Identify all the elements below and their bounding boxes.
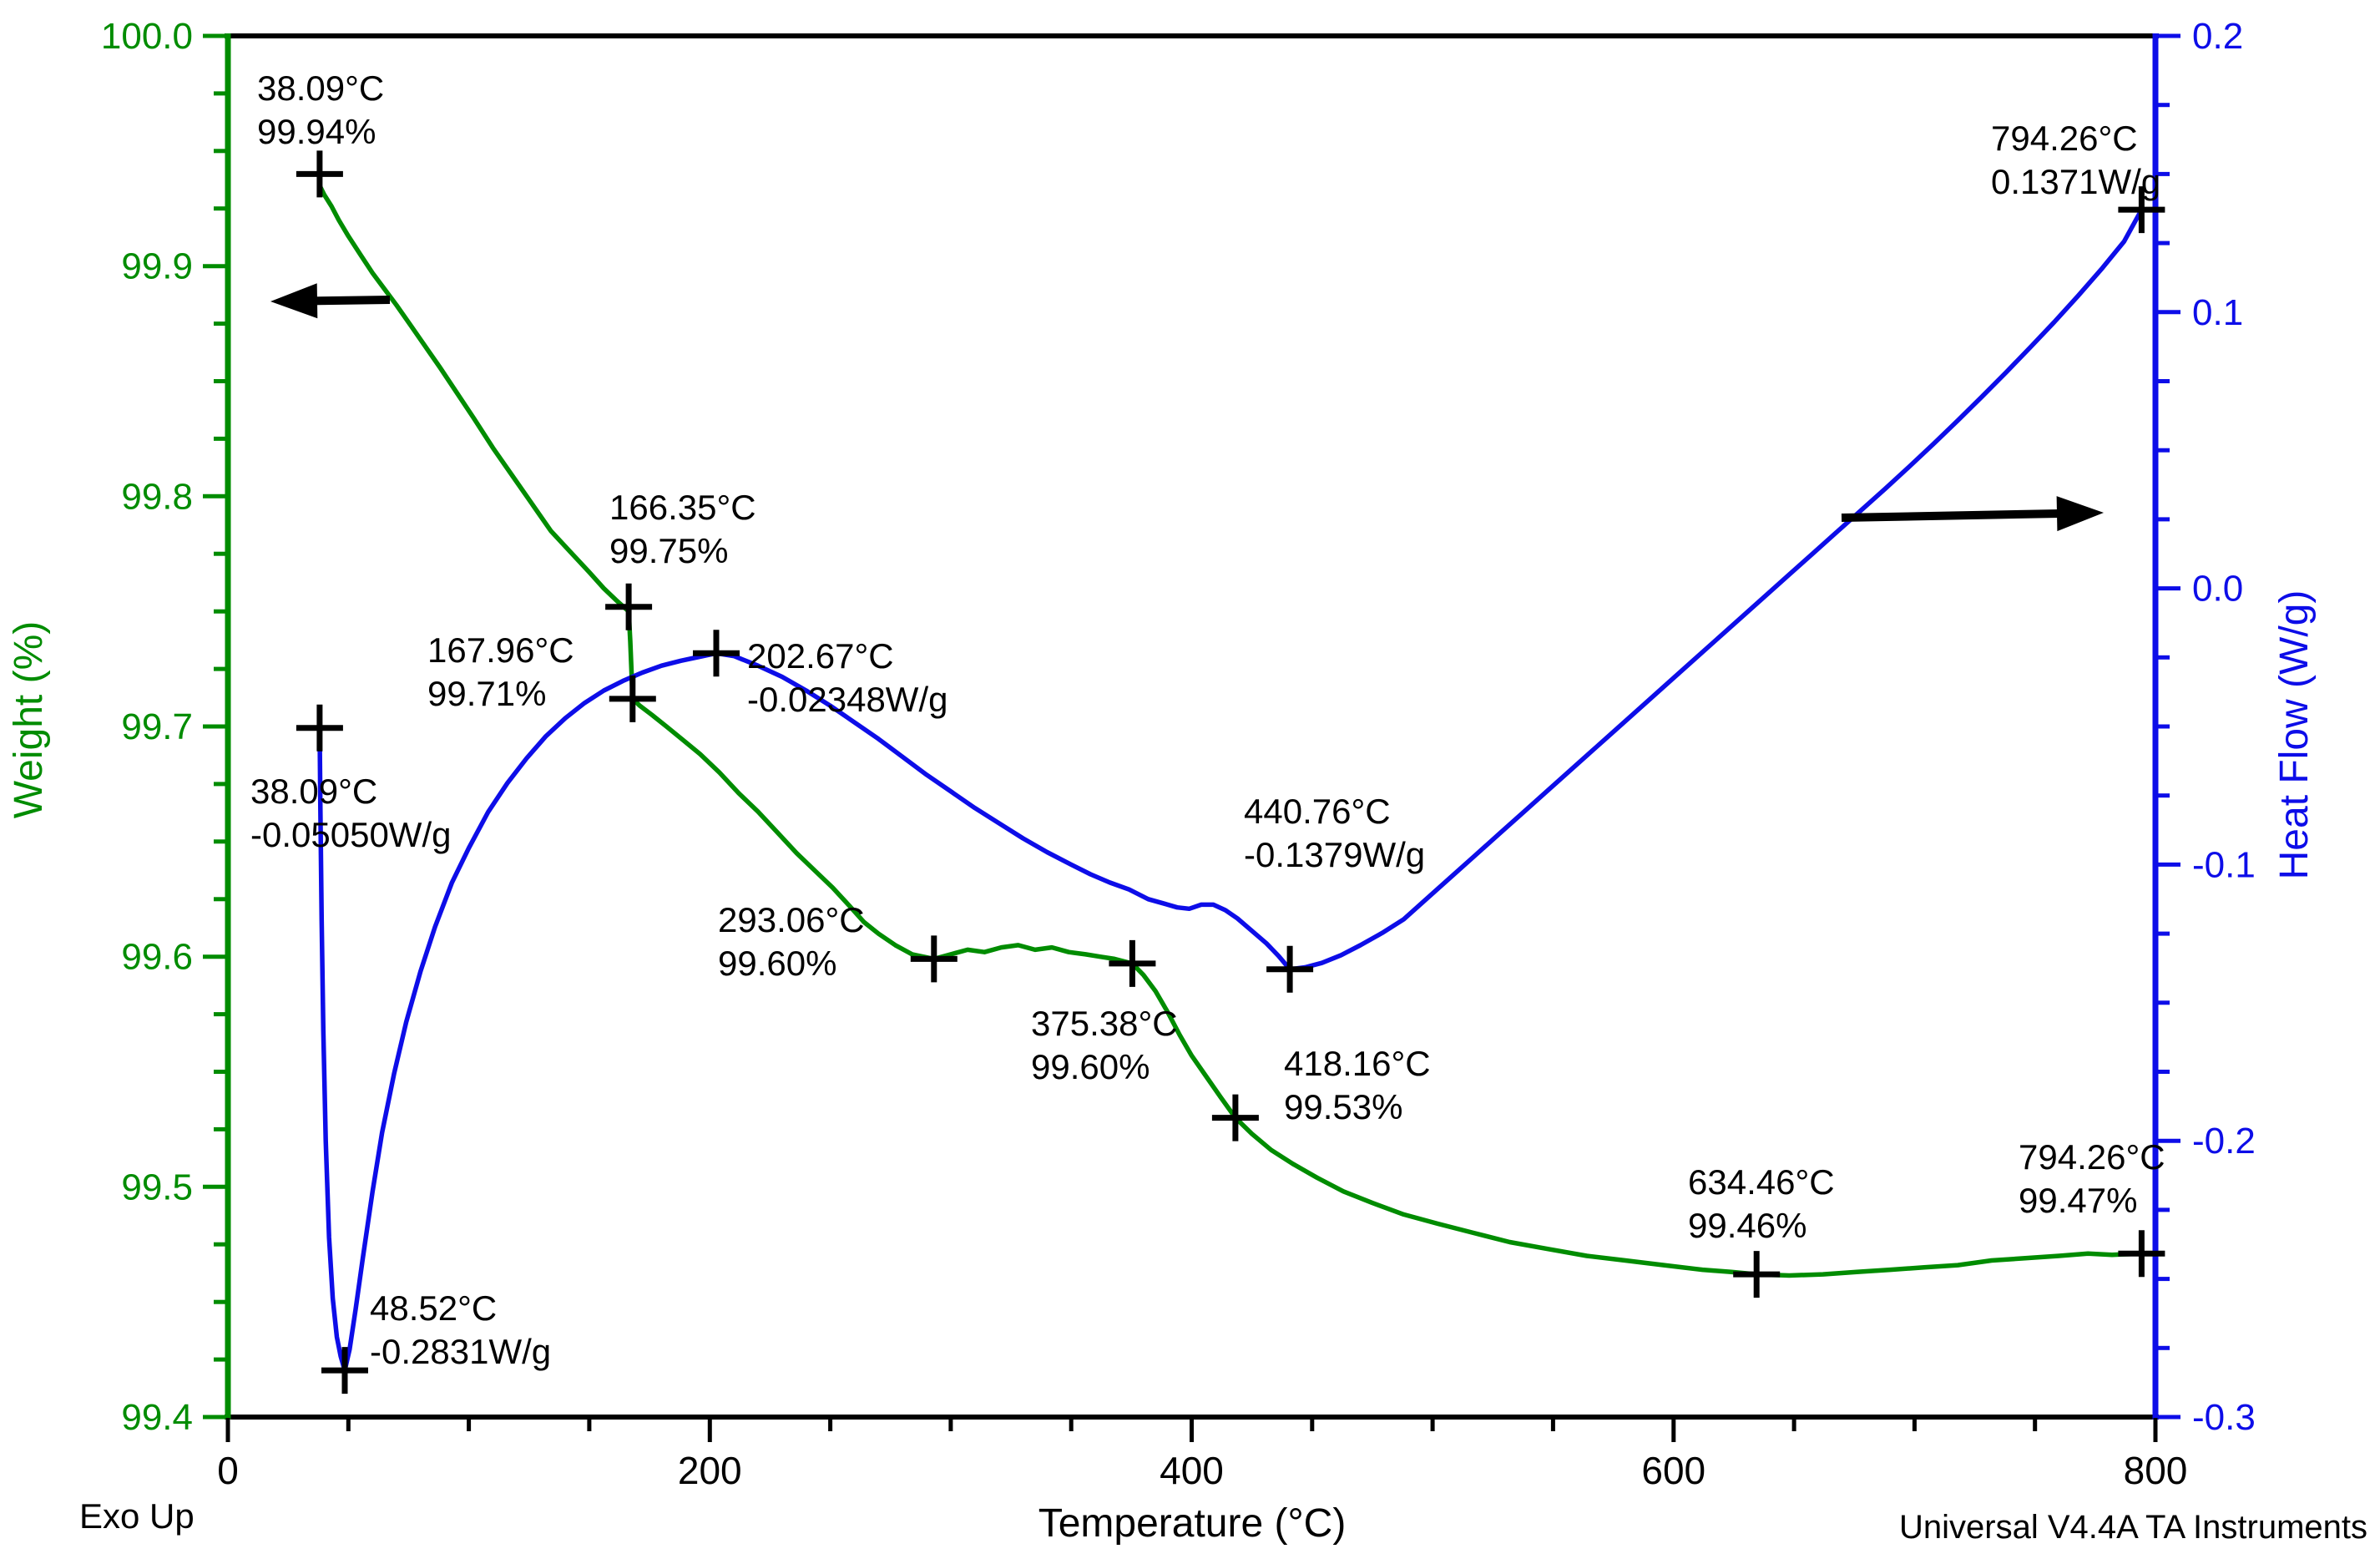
weight-tick-label: 99.8 <box>121 476 193 517</box>
annotation-10-line-2: 99.53% <box>1284 1087 1402 1126</box>
heat_flow-curve <box>317 207 2145 1373</box>
annotation-11-line-2: -0.2831W/g <box>370 1332 551 1371</box>
annotation-13: 794.26°C 99.47% <box>2019 1137 2165 1220</box>
heatflow-tick-label: -0.3 <box>2192 1397 2256 1438</box>
annotation-5: 202.67°C -0.02348W/g <box>747 636 947 719</box>
chart-generated-layer: 100.0 99.9 99.8 99.7 99.6 99.5 99.4 0.2 0.1 0.0 -0… <box>101 16 2256 1492</box>
heatflow-axis-arrow <box>1841 496 2104 532</box>
right-axis-title: Heat Flow (W/g) <box>2272 590 2317 880</box>
annotation-9-line-1: 375.38°C <box>1031 1004 1178 1043</box>
annotation-1-line-2: 99.94% <box>257 112 376 151</box>
annotation-2-line-2: 0.1371W/g <box>1991 162 2160 201</box>
weight-tick-label: 99.6 <box>121 937 193 978</box>
plus-marker <box>2118 1230 2165 1278</box>
annotation-10-line-1: 418.16°C <box>1284 1044 1431 1083</box>
annotation-10: 418.16°C 99.53% <box>1284 1044 1431 1126</box>
annotation-1-line-1: 38.09°C <box>257 68 384 108</box>
annotations: 38.09°C 99.94% 794.26°C 0.1371W/g 166.35°C 99… <box>250 68 2165 1371</box>
annotation-7: 440.76°C -0.1379W/g <box>1244 792 1425 874</box>
weight-tick-label: 99.4 <box>121 1397 193 1438</box>
annotation-4-line-1: 167.96°C <box>427 630 574 670</box>
weight-axis-ticks: 100.0 99.9 99.8 99.7 99.6 99.5 99.4 <box>101 16 227 1438</box>
annotation-1: 38.09°C 99.94% <box>257 68 384 151</box>
arrow-shaft <box>1841 509 2066 522</box>
annotation-6: 38.09°C -0.05050W/g <box>250 772 451 854</box>
exo-up-label: Exo Up <box>79 1496 195 1536</box>
weight-tick-label: 99.9 <box>121 246 193 287</box>
plus-marker <box>910 935 958 983</box>
weight-tick-label: 100.0 <box>101 16 193 57</box>
annotation-12-line-2: 99.46% <box>1688 1206 1806 1245</box>
annotation-11: 48.52°C -0.2831W/g <box>370 1288 551 1371</box>
annotation-9: 375.38°C 99.60% <box>1031 1004 1178 1086</box>
heatflow-tick-label: -0.1 <box>2192 844 2256 885</box>
annotation-9-line-2: 99.60% <box>1031 1047 1150 1086</box>
plus-marker <box>1109 939 1156 987</box>
heatflow-tick-label: 0.1 <box>2192 292 2243 333</box>
annotation-3-line-2: 99.75% <box>609 531 728 570</box>
plus-marker <box>1211 1094 1259 1141</box>
annotation-8: 293.06°C 99.60% <box>718 900 865 983</box>
weight-curve <box>317 183 2145 1278</box>
temperature-tick-label: 400 <box>1160 1449 1224 1492</box>
weight-tick-label: 99.7 <box>121 706 193 747</box>
annotation-4-line-2: 99.71% <box>427 674 546 713</box>
annotation-13-line-1: 794.26°C <box>2019 1137 2165 1177</box>
annotation-11-line-1: 48.52°C <box>370 1288 497 1328</box>
instrument-version-label: Universal V4.4A TA Instruments <box>1899 1509 2367 1546</box>
plus-marker <box>296 704 343 752</box>
annotation-5-line-2: -0.02348W/g <box>747 680 947 719</box>
plus-marker <box>2118 186 2165 234</box>
heatflow-tick-label: 0.0 <box>2192 569 2243 610</box>
plus-marker <box>609 675 656 722</box>
arrow-head <box>270 283 318 319</box>
plus-marker <box>321 1347 368 1394</box>
heatflow-axis-ticks: 0.2 0.1 0.0 -0.1 -0.2 -0.3 <box>2156 16 2256 1438</box>
temperature-tick-label: 0 <box>217 1449 239 1492</box>
annotation-6-line-1: 38.09°C <box>250 772 377 811</box>
annotation-13-line-2: 99.47% <box>2019 1181 2137 1220</box>
temperature-tick-label: 800 <box>2124 1449 2188 1492</box>
heatflow-tick-label: -0.2 <box>2192 1121 2256 1162</box>
arrow-head <box>2056 496 2104 532</box>
weight-tick-label: 99.5 <box>121 1167 193 1207</box>
annotation-4: 167.96°C 99.71% <box>427 630 574 713</box>
annotation-7-line-1: 440.76°C <box>1244 792 1391 831</box>
annotation-5-line-1: 202.67°C <box>747 636 894 676</box>
x-axis-title: Temperature (°C) <box>1038 1501 1347 1546</box>
annotation-6-line-2: -0.05050W/g <box>250 815 451 854</box>
temperature-axis-ticks: 0 200 400 600 800 <box>217 1418 2187 1492</box>
left-axis-title: Weight (%) <box>7 621 51 819</box>
plus-marker <box>296 150 343 198</box>
plus-marker <box>605 583 653 630</box>
heatflow-tick-label: 0.2 <box>2192 16 2243 57</box>
plus-marker <box>693 630 740 677</box>
result-markers <box>296 150 2165 1394</box>
plus-marker <box>1266 945 1314 993</box>
temperature-tick-label: 600 <box>1641 1449 1705 1492</box>
annotation-12: 634.46°C 99.46% <box>1688 1162 1835 1245</box>
annotation-2: 794.26°C 0.1371W/g <box>1991 119 2160 201</box>
temperature-tick-label: 200 <box>678 1449 742 1492</box>
arrow-shaft <box>308 296 391 306</box>
plus-marker <box>1733 1251 1781 1298</box>
annotation-7-line-2: -0.1379W/g <box>1244 835 1425 874</box>
annotation-12-line-1: 634.46°C <box>1688 1162 1835 1202</box>
weight-axis-arrow <box>270 283 391 319</box>
annotation-2-line-1: 794.26°C <box>1991 119 2138 158</box>
annotation-3-line-1: 166.35°C <box>609 488 756 527</box>
annotation-3: 166.35°C 99.75% <box>609 488 756 570</box>
annotation-8-line-2: 99.60% <box>718 944 836 983</box>
annotation-8-line-1: 293.06°C <box>718 900 865 939</box>
